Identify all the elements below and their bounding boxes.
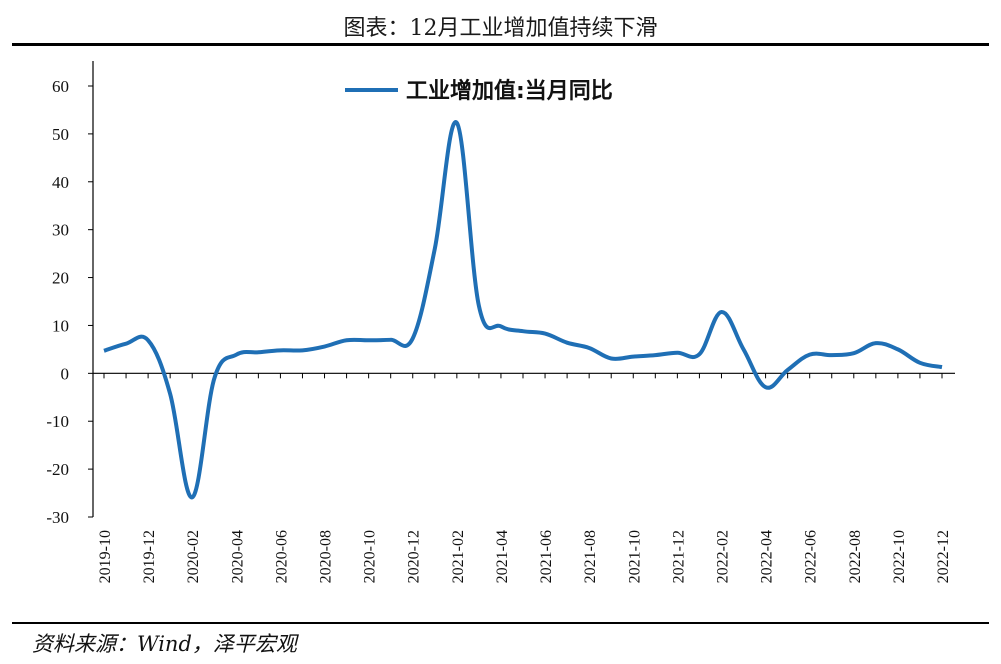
data-point bbox=[346, 340, 347, 341]
y-tick-label: 20 bbox=[52, 269, 69, 288]
y-tick-label: 0 bbox=[61, 364, 70, 383]
x-tick-label: 2022-12 bbox=[935, 530, 952, 583]
x-tick-label: 2021-08 bbox=[582, 530, 599, 583]
x-tick-label: 2022-08 bbox=[847, 530, 864, 583]
source-note: 资料来源：Wind，泽平宏观 bbox=[32, 632, 297, 656]
top-rule bbox=[12, 43, 989, 46]
x-axis-ticks: 2019-10 2019-12 2020-02 2020-04 2020-06 2020-… bbox=[97, 373, 952, 583]
data-point bbox=[523, 331, 524, 332]
y-tick-label: -10 bbox=[46, 412, 69, 431]
series-line bbox=[103, 120, 943, 500]
bottom-rule bbox=[12, 622, 989, 624]
data-point bbox=[412, 338, 413, 339]
data-point bbox=[500, 326, 501, 327]
data-point bbox=[324, 346, 325, 347]
y-tick-label: 60 bbox=[52, 77, 69, 96]
data-point bbox=[633, 356, 634, 357]
y-tick-label: 40 bbox=[52, 173, 69, 192]
x-tick-label: 2020-10 bbox=[362, 530, 379, 583]
y-tick-label: -20 bbox=[46, 460, 69, 479]
data-point bbox=[567, 342, 568, 343]
data-point bbox=[390, 339, 391, 340]
data-point bbox=[589, 347, 590, 348]
x-tick-label: 2021-02 bbox=[450, 530, 467, 583]
data-point bbox=[280, 350, 281, 351]
data-point bbox=[545, 333, 546, 334]
x-tick-label: 2020-12 bbox=[406, 530, 423, 583]
y-tick-label: 10 bbox=[52, 316, 69, 335]
y-tick-label: 30 bbox=[52, 221, 69, 240]
x-tick-label: 2019-12 bbox=[141, 530, 158, 583]
data-point bbox=[368, 340, 369, 341]
x-tick-label: 2021-12 bbox=[670, 530, 687, 583]
chart-title: 图表：12月工业增加值持续下滑 bbox=[343, 16, 658, 41]
data-point bbox=[148, 340, 149, 341]
data-point bbox=[677, 352, 678, 353]
x-tick-label: 2020-08 bbox=[318, 530, 335, 583]
data-point bbox=[126, 343, 127, 344]
data-point bbox=[897, 349, 898, 350]
x-tick-label: 2020-04 bbox=[229, 530, 246, 583]
y-tick-label: 50 bbox=[52, 125, 69, 144]
axes bbox=[92, 61, 955, 517]
x-tick-label: 2020-02 bbox=[185, 530, 202, 583]
data-point bbox=[434, 248, 435, 249]
legend-label: 工业增加值:当月同比 bbox=[406, 78, 613, 104]
data-point bbox=[765, 387, 766, 388]
data-point bbox=[942, 367, 943, 368]
data-point bbox=[875, 343, 876, 344]
data-point bbox=[104, 350, 105, 351]
data-point bbox=[655, 355, 656, 356]
x-tick-label: 2020-06 bbox=[273, 530, 290, 583]
data-point bbox=[721, 312, 722, 313]
data-point bbox=[478, 305, 479, 306]
x-tick-label: 2022-02 bbox=[714, 530, 731, 583]
data-point bbox=[787, 369, 788, 370]
x-tick-label: 2022-10 bbox=[891, 530, 908, 583]
data-point bbox=[919, 362, 920, 363]
data-point bbox=[214, 378, 215, 379]
data-point bbox=[236, 354, 237, 355]
x-tick-label: 2022-06 bbox=[803, 530, 820, 583]
x-tick-label: 2019-10 bbox=[97, 530, 114, 583]
data-point bbox=[192, 497, 193, 498]
x-tick-label: 2021-06 bbox=[538, 530, 555, 583]
series-layer bbox=[103, 120, 943, 500]
data-point bbox=[699, 354, 700, 355]
y-axis-ticks: 60 50 40 30 20 10 0 -10 -20 -30 bbox=[46, 77, 93, 527]
data-point bbox=[611, 358, 612, 359]
data-point bbox=[302, 350, 303, 351]
data-point bbox=[170, 393, 171, 394]
data-point bbox=[853, 353, 854, 354]
y-tick-label: -30 bbox=[46, 508, 69, 527]
x-tick-label: 2021-10 bbox=[626, 530, 643, 583]
data-point bbox=[809, 354, 810, 355]
data-point bbox=[456, 122, 457, 123]
x-tick-label: 2021-04 bbox=[494, 530, 511, 583]
data-point bbox=[831, 355, 832, 356]
x-tick-label: 2022-04 bbox=[759, 530, 776, 583]
data-point bbox=[258, 352, 259, 353]
data-point bbox=[743, 349, 744, 350]
legend: 工业增加值:当月同比 bbox=[345, 78, 613, 104]
